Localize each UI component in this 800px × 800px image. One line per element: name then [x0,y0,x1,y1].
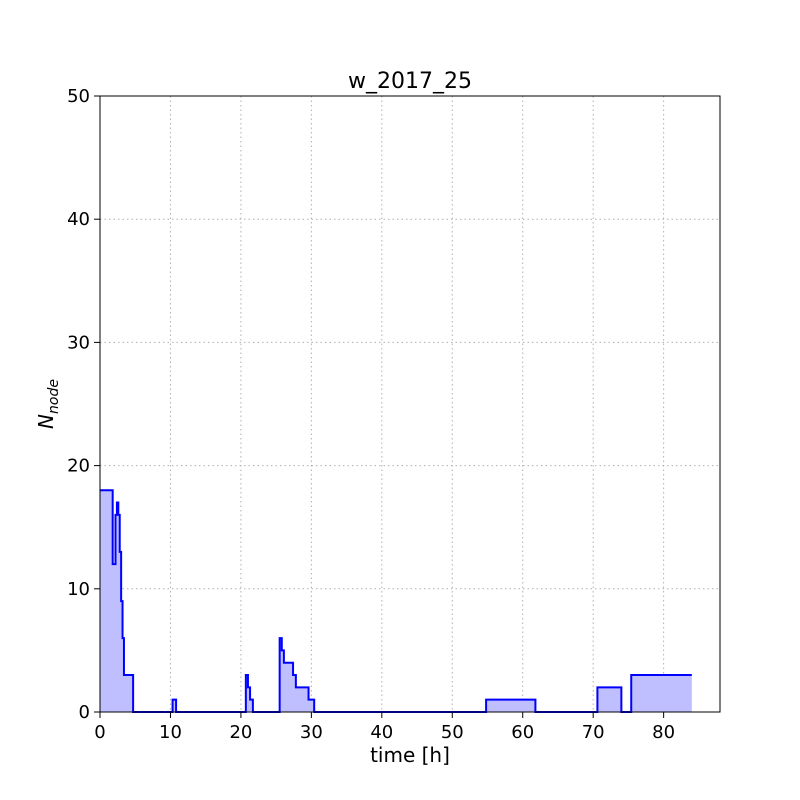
y-tick-label: 40 [67,209,90,230]
x-tick-label: 0 [94,722,105,743]
series-area-fill [100,490,692,712]
x-tick-label: 20 [229,722,252,743]
x-tick-label: 60 [511,722,534,743]
y-axis-label-main: N [34,414,58,429]
grid-lines [100,96,720,712]
y-axis-ticks: 0 10 20 30 40 50 [67,86,100,723]
x-tick-label: 30 [300,722,323,743]
x-axis-ticks: 0 10 20 30 40 50 60 70 80 [94,712,675,743]
y-tick-label: 50 [67,86,90,107]
x-axis-label: time [h] [370,743,450,767]
y-tick-label: 20 [67,456,90,477]
y-axis-label: Nnode [34,379,62,429]
x-tick-label: 80 [652,722,675,743]
chart-title: w_2017_25 [348,69,472,94]
x-tick-label: 50 [441,722,464,743]
series-step-line [100,489,692,713]
y-tick-label: 30 [67,332,90,353]
x-tick-label: 10 [159,722,182,743]
x-tick-label: 70 [582,722,605,743]
y-tick-label: 0 [79,702,90,723]
y-axis-label-subscript: node [46,379,62,414]
x-tick-label: 40 [370,722,393,743]
plot-frame [99,95,721,713]
y-tick-label: 10 [67,579,90,600]
